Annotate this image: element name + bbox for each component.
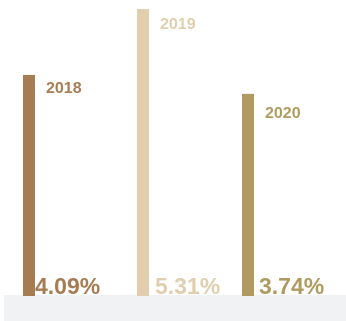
value-label-2018: 4.09% [35, 273, 100, 299]
value-label-2020: 3.74% [259, 273, 324, 299]
bar-2019 [137, 9, 149, 296]
category-label-2018: 2018 [46, 80, 82, 97]
category-label-2020: 2020 [265, 105, 301, 122]
category-label-2019: 2019 [160, 16, 196, 33]
value-label-2019: 5.31% [155, 273, 220, 299]
bar-2020 [242, 93, 254, 296]
chart-baseline-strip [4, 295, 346, 321]
bar-2018 [23, 74, 35, 297]
